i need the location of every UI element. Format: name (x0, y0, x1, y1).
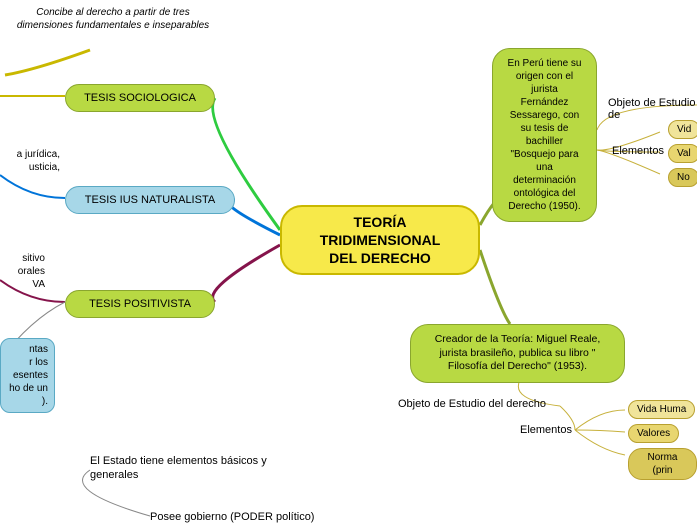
central-title: TEORÍA TRIDIMENSIONAL DEL DERECHO (306, 213, 454, 268)
element-pill: Valores (628, 424, 679, 443)
edge (0, 175, 65, 198)
edge (575, 410, 625, 430)
left-fragment: sitivo orales VA (0, 252, 45, 291)
edge (213, 245, 280, 302)
branch-label: Objeto de Estudio del derecho (398, 398, 546, 410)
element-pill: Vid (668, 120, 697, 139)
top-concept-note: Concibe al derecho a partir de tres dime… (8, 6, 218, 32)
branch-label: Elementos (520, 424, 572, 436)
element-pill: No (668, 168, 697, 187)
left-thesis-node: TESIS POSITIVISTA (65, 290, 215, 318)
left-fragment: ntas r los esentes ho de un ). (0, 338, 55, 413)
bottom-note: El Estado tiene elementos básicos y gene… (90, 454, 285, 483)
central-node: TEORÍA TRIDIMENSIONAL DEL DERECHO (280, 205, 480, 275)
peru-origin-node: En Perú tiene su origen con el jurista F… (492, 48, 597, 222)
branch-label: Objeto de Estudio de (608, 97, 697, 121)
edge (480, 250, 510, 324)
creador-node: Creador de la Teoría: Miguel Reale, juri… (410, 324, 625, 383)
element-pill: Norma (prin (628, 448, 697, 480)
left-thesis-node: TESIS IUS NATURALISTA (65, 186, 235, 214)
peru-text: En Perú tiene su origen con el jurista F… (508, 58, 582, 212)
edge (228, 200, 280, 235)
bottom-note: Posee gobierno (PODER político) (150, 510, 380, 524)
branch-label: Elementos (612, 145, 664, 157)
left-thesis-node: TESIS SOCIOLOGICA (65, 84, 215, 112)
edge (5, 50, 90, 75)
left-fragment: a jurídica, usticia, (0, 148, 60, 174)
element-pill: Val (668, 144, 697, 163)
creador-text: Creador de la Teoría: Miguel Reale, juri… (435, 333, 601, 372)
edge (575, 430, 625, 432)
element-pill: Vida Huma (628, 400, 695, 419)
edge (575, 430, 625, 455)
